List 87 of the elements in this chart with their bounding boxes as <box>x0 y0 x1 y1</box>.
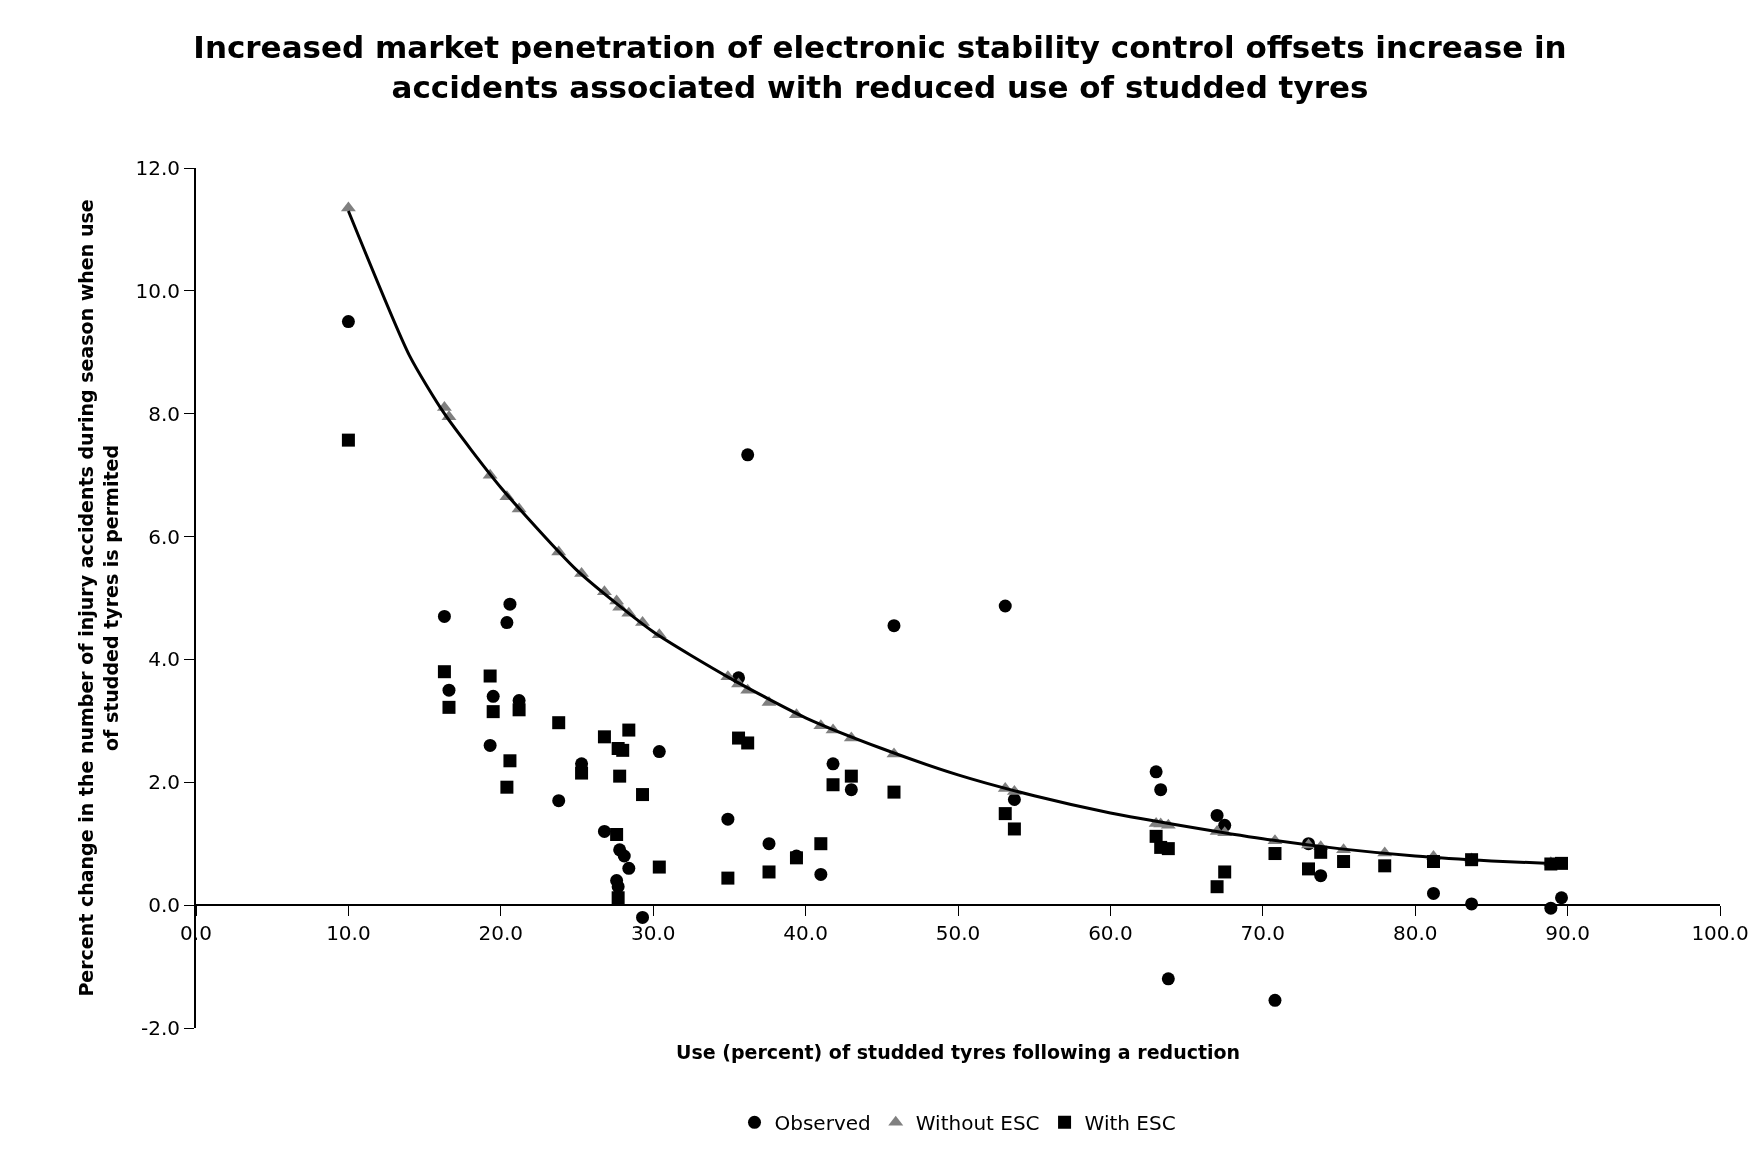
point <box>486 705 500 719</box>
point <box>636 788 650 802</box>
point <box>500 780 514 794</box>
point <box>1378 859 1392 873</box>
point <box>437 609 451 623</box>
point <box>442 700 456 714</box>
point <box>826 778 840 792</box>
point <box>998 599 1012 613</box>
y-tick-label: 12.0 <box>135 156 180 180</box>
point <box>814 837 828 851</box>
y-tick-label: -2.0 <box>140 1016 180 1040</box>
x-tick-label: 60.0 <box>1088 921 1133 946</box>
point <box>998 807 1012 821</box>
point <box>503 597 517 611</box>
point <box>617 849 631 863</box>
point <box>341 315 355 329</box>
point <box>887 619 901 633</box>
point <box>500 616 514 630</box>
x-tick-label: 30.0 <box>630 921 676 946</box>
x-tick-label: 90.0 <box>1545 921 1590 946</box>
legend-label: With ESC <box>1084 1111 1176 1136</box>
point <box>1161 842 1175 856</box>
y-tick-label: 0.0 <box>148 893 180 918</box>
point <box>1210 880 1224 894</box>
y-tick-label: 8.0 <box>148 401 180 426</box>
point <box>437 665 451 679</box>
point <box>844 769 858 783</box>
point <box>552 794 566 808</box>
x-tick-label: 50.0 <box>935 921 981 946</box>
point <box>486 689 500 703</box>
point <box>622 861 636 875</box>
point <box>1268 847 1282 861</box>
point <box>1154 783 1168 797</box>
point <box>575 766 589 780</box>
x-axis-title: Use (percent) of studded tyres following a reduction <box>676 1041 1241 1063</box>
point <box>1210 808 1224 822</box>
point <box>611 891 625 905</box>
point <box>341 433 355 447</box>
y-tick-label: 10.0 <box>135 278 180 303</box>
point <box>762 865 776 879</box>
x-tick-label: 70.0 <box>1240 921 1286 946</box>
point <box>610 828 624 841</box>
y-tick-label: 6.0 <box>148 524 180 549</box>
point <box>814 867 828 881</box>
y-tick-label: 4.0 <box>148 647 180 672</box>
point <box>652 745 666 759</box>
point <box>1218 865 1232 879</box>
point <box>503 754 517 768</box>
point <box>613 769 627 783</box>
point <box>826 757 840 771</box>
point <box>887 785 901 799</box>
point <box>1302 862 1316 876</box>
point <box>1268 993 1282 1007</box>
point <box>597 730 611 744</box>
point <box>721 871 735 885</box>
point <box>1427 886 1440 900</box>
x-tick-label: 10.0 <box>326 921 371 946</box>
point <box>762 837 776 851</box>
point <box>1161 972 1175 986</box>
point <box>1007 822 1021 836</box>
point <box>741 448 755 462</box>
y-axis-title: Percent change in the number of injury accidents during season when use of studded tyres is permited <box>75 199 122 997</box>
legend-label: Observed <box>774 1111 871 1136</box>
point <box>512 703 526 717</box>
point <box>622 723 636 737</box>
point <box>1314 869 1328 883</box>
point <box>652 860 666 874</box>
legend-label: Without ESC <box>915 1111 1040 1136</box>
point <box>636 910 650 924</box>
point <box>741 736 755 750</box>
x-tick-label: 40.0 <box>783 921 828 946</box>
point <box>552 716 566 730</box>
point <box>844 783 858 797</box>
point <box>597 824 611 838</box>
point <box>616 743 630 757</box>
point <box>483 738 497 752</box>
point <box>442 683 456 697</box>
point <box>483 669 497 683</box>
point <box>1555 891 1568 905</box>
y-tick-label: 2.0 <box>148 770 180 795</box>
point <box>1149 765 1163 779</box>
chart-title: Increased market penetration of electronic stability control offsets increase in accidents associated with reduced use of studded tyres <box>193 28 1567 106</box>
x-tick-label: 100.0 <box>1691 921 1749 946</box>
x-tick-label: 80.0 <box>1392 921 1438 946</box>
x-tick-label: 20.0 <box>478 921 524 946</box>
point <box>1337 855 1351 869</box>
point <box>721 812 735 826</box>
